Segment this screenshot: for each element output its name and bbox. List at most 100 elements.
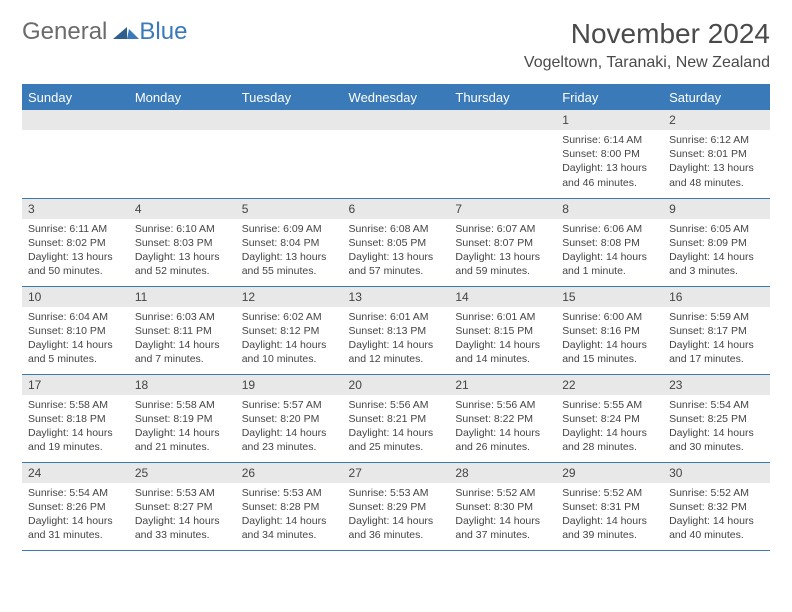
day-sunrise: Sunrise: 5:53 AM	[349, 486, 444, 500]
day-daylight: Daylight: 14 hours and 37 minutes.	[455, 514, 550, 542]
calendar-cell: 12Sunrise: 6:02 AMSunset: 8:12 PMDayligh…	[236, 286, 343, 374]
day-daylight: Daylight: 13 hours and 52 minutes.	[135, 250, 230, 278]
day-sunset: Sunset: 8:25 PM	[669, 412, 764, 426]
day-daylight: Daylight: 14 hours and 28 minutes.	[562, 426, 657, 454]
calendar-week: 17Sunrise: 5:58 AMSunset: 8:18 PMDayligh…	[22, 374, 770, 462]
calendar-cell	[22, 110, 129, 198]
day-daylight: Daylight: 14 hours and 30 minutes.	[669, 426, 764, 454]
day-sunrise: Sunrise: 6:14 AM	[562, 133, 657, 147]
day-daylight: Daylight: 14 hours and 7 minutes.	[135, 338, 230, 366]
day-number: 14	[449, 287, 556, 307]
calendar-cell: 28Sunrise: 5:52 AMSunset: 8:30 PMDayligh…	[449, 462, 556, 550]
calendar-cell: 14Sunrise: 6:01 AMSunset: 8:15 PMDayligh…	[449, 286, 556, 374]
day-sunset: Sunset: 8:11 PM	[135, 324, 230, 338]
day-content: Sunrise: 6:09 AMSunset: 8:04 PMDaylight:…	[236, 219, 343, 284]
day-sunset: Sunset: 8:28 PM	[242, 500, 337, 514]
day-sunset: Sunset: 8:00 PM	[562, 147, 657, 161]
day-sunset: Sunset: 8:10 PM	[28, 324, 123, 338]
day-daylight: Daylight: 13 hours and 48 minutes.	[669, 161, 764, 189]
day-number: 28	[449, 463, 556, 483]
day-number-empty	[129, 110, 236, 130]
day-sunrise: Sunrise: 5:52 AM	[669, 486, 764, 500]
day-sunset: Sunset: 8:30 PM	[455, 500, 550, 514]
day-sunrise: Sunrise: 6:03 AM	[135, 310, 230, 324]
day-sunset: Sunset: 8:31 PM	[562, 500, 657, 514]
day-content: Sunrise: 6:01 AMSunset: 8:15 PMDaylight:…	[449, 307, 556, 372]
day-sunrise: Sunrise: 5:55 AM	[562, 398, 657, 412]
day-sunrise: Sunrise: 5:56 AM	[349, 398, 444, 412]
day-content: Sunrise: 5:59 AMSunset: 8:17 PMDaylight:…	[663, 307, 770, 372]
day-number-empty	[449, 110, 556, 130]
day-daylight: Daylight: 14 hours and 40 minutes.	[669, 514, 764, 542]
day-sunset: Sunset: 8:18 PM	[28, 412, 123, 426]
day-content: Sunrise: 6:05 AMSunset: 8:09 PMDaylight:…	[663, 219, 770, 284]
calendar-cell: 10Sunrise: 6:04 AMSunset: 8:10 PMDayligh…	[22, 286, 129, 374]
day-sunrise: Sunrise: 5:58 AM	[28, 398, 123, 412]
header: General Blue November 2024 Vogeltown, Ta…	[22, 18, 770, 72]
day-number: 20	[343, 375, 450, 395]
day-header: Tuesday	[236, 85, 343, 110]
day-content: Sunrise: 5:57 AMSunset: 8:20 PMDaylight:…	[236, 395, 343, 460]
day-number-empty	[343, 110, 450, 130]
day-sunset: Sunset: 8:22 PM	[455, 412, 550, 426]
day-sunrise: Sunrise: 5:58 AM	[135, 398, 230, 412]
day-content: Sunrise: 6:10 AMSunset: 8:03 PMDaylight:…	[129, 219, 236, 284]
day-number: 30	[663, 463, 770, 483]
calendar-cell	[343, 110, 450, 198]
day-header: Saturday	[663, 85, 770, 110]
day-sunrise: Sunrise: 5:53 AM	[135, 486, 230, 500]
calendar-cell: 18Sunrise: 5:58 AMSunset: 8:19 PMDayligh…	[129, 374, 236, 462]
day-number: 9	[663, 199, 770, 219]
calendar-cell: 23Sunrise: 5:54 AMSunset: 8:25 PMDayligh…	[663, 374, 770, 462]
day-content: Sunrise: 6:07 AMSunset: 8:07 PMDaylight:…	[449, 219, 556, 284]
day-sunrise: Sunrise: 6:07 AM	[455, 222, 550, 236]
day-header: Monday	[129, 85, 236, 110]
calendar-cell: 1Sunrise: 6:14 AMSunset: 8:00 PMDaylight…	[556, 110, 663, 198]
calendar-cell: 22Sunrise: 5:55 AMSunset: 8:24 PMDayligh…	[556, 374, 663, 462]
day-number: 11	[129, 287, 236, 307]
day-sunrise: Sunrise: 6:05 AM	[669, 222, 764, 236]
day-sunrise: Sunrise: 5:52 AM	[562, 486, 657, 500]
day-number: 3	[22, 199, 129, 219]
day-number: 8	[556, 199, 663, 219]
day-sunrise: Sunrise: 6:04 AM	[28, 310, 123, 324]
day-sunset: Sunset: 8:12 PM	[242, 324, 337, 338]
day-content: Sunrise: 5:58 AMSunset: 8:19 PMDaylight:…	[129, 395, 236, 460]
calendar-week: 1Sunrise: 6:14 AMSunset: 8:00 PMDaylight…	[22, 110, 770, 198]
day-sunset: Sunset: 8:07 PM	[455, 236, 550, 250]
day-daylight: Daylight: 14 hours and 26 minutes.	[455, 426, 550, 454]
day-number: 7	[449, 199, 556, 219]
day-number: 17	[22, 375, 129, 395]
day-sunrise: Sunrise: 6:06 AM	[562, 222, 657, 236]
day-header: Sunday	[22, 85, 129, 110]
calendar-cell: 7Sunrise: 6:07 AMSunset: 8:07 PMDaylight…	[449, 198, 556, 286]
day-sunset: Sunset: 8:26 PM	[28, 500, 123, 514]
day-daylight: Daylight: 14 hours and 17 minutes.	[669, 338, 764, 366]
day-header: Friday	[556, 85, 663, 110]
day-content: Sunrise: 6:04 AMSunset: 8:10 PMDaylight:…	[22, 307, 129, 372]
brand-mark-icon	[113, 18, 139, 46]
day-number: 5	[236, 199, 343, 219]
day-number: 24	[22, 463, 129, 483]
day-sunrise: Sunrise: 5:53 AM	[242, 486, 337, 500]
day-daylight: Daylight: 14 hours and 5 minutes.	[28, 338, 123, 366]
day-daylight: Daylight: 13 hours and 46 minutes.	[562, 161, 657, 189]
day-sunset: Sunset: 8:16 PM	[562, 324, 657, 338]
day-sunrise: Sunrise: 6:09 AM	[242, 222, 337, 236]
day-sunrise: Sunrise: 6:08 AM	[349, 222, 444, 236]
day-daylight: Daylight: 14 hours and 34 minutes.	[242, 514, 337, 542]
calendar-cell	[129, 110, 236, 198]
day-sunset: Sunset: 8:02 PM	[28, 236, 123, 250]
day-sunrise: Sunrise: 5:54 AM	[28, 486, 123, 500]
day-sunset: Sunset: 8:08 PM	[562, 236, 657, 250]
day-number: 16	[663, 287, 770, 307]
day-daylight: Daylight: 14 hours and 39 minutes.	[562, 514, 657, 542]
brand-word2: Blue	[139, 18, 187, 46]
day-daylight: Daylight: 13 hours and 50 minutes.	[28, 250, 123, 278]
day-sunset: Sunset: 8:03 PM	[135, 236, 230, 250]
day-content: Sunrise: 6:02 AMSunset: 8:12 PMDaylight:…	[236, 307, 343, 372]
calendar-cell: 21Sunrise: 5:56 AMSunset: 8:22 PMDayligh…	[449, 374, 556, 462]
day-content: Sunrise: 6:11 AMSunset: 8:02 PMDaylight:…	[22, 219, 129, 284]
calendar-cell: 29Sunrise: 5:52 AMSunset: 8:31 PMDayligh…	[556, 462, 663, 550]
calendar-week: 3Sunrise: 6:11 AMSunset: 8:02 PMDaylight…	[22, 198, 770, 286]
